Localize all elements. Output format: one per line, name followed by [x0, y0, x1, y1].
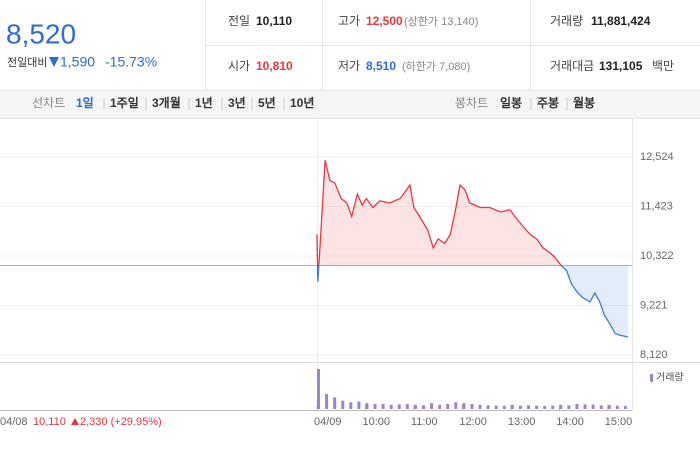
volume-bar — [365, 403, 369, 409]
volume-bar — [357, 401, 361, 409]
period-tab[interactable]: 1년 — [195, 96, 213, 110]
period-tab[interactable]: 10년 — [290, 96, 314, 110]
volume-bar — [470, 404, 474, 409]
prev-close: 10,110 — [33, 416, 66, 428]
legend-swatch — [650, 374, 653, 382]
volume-bar — [599, 405, 603, 409]
x-tick-label: 14:00 — [556, 416, 584, 428]
volume-bar — [422, 405, 425, 409]
volume-bar — [317, 369, 320, 409]
volume-bar — [446, 404, 450, 409]
volume-bar — [405, 404, 409, 409]
x-tick-label: 10:00 — [362, 416, 390, 428]
volume-bar — [543, 406, 547, 409]
volume-bar — [623, 406, 627, 409]
y-tick-label: 10,322 — [640, 250, 674, 262]
prev-date: 04/08 — [0, 416, 28, 428]
volume-bar — [502, 405, 506, 409]
y-tick-label: 9,221 — [640, 299, 668, 311]
volume-bar — [381, 404, 385, 409]
volume-bar — [478, 404, 482, 409]
x-tick-label: 15:00 — [605, 416, 633, 428]
change: 1,590 — [60, 54, 95, 70]
stat-value: 8,510 — [366, 59, 396, 73]
tab-bar — [0, 91, 700, 118]
y-tick-label: 11,423 — [640, 200, 673, 212]
stat-value: 12,500 — [366, 14, 403, 28]
stat-label: 전일 — [228, 14, 250, 28]
volume-bar — [615, 405, 619, 409]
period-tab[interactable]: 1일 — [76, 96, 94, 110]
volume-bar — [551, 405, 555, 409]
stat-value: 11,881,424 — [591, 14, 651, 28]
period-tab[interactable]: 5년 — [258, 96, 276, 110]
volume-bar — [494, 405, 498, 409]
stat-value: 10,810 — [256, 59, 293, 73]
stat-value: 10,110 — [256, 14, 292, 28]
legend-label: 거래량 — [656, 372, 684, 384]
volume-bar — [527, 405, 530, 409]
volume-bar — [567, 405, 571, 409]
current-price: 8,520 — [6, 18, 76, 49]
volume-bar — [397, 404, 401, 409]
volume-bar — [341, 400, 345, 409]
volume-bar — [575, 404, 579, 409]
volume-bar — [591, 404, 595, 409]
stat-value: 131,105 — [599, 59, 643, 73]
volume-bar — [389, 404, 393, 409]
tab-label: 선차트 — [32, 96, 65, 110]
change-rate: -15.73% — [105, 54, 157, 70]
volume-bar — [510, 404, 514, 409]
price-line — [316, 160, 629, 338]
period-tab[interactable]: 1주일 — [110, 96, 139, 110]
volume-bar — [333, 397, 337, 409]
volume-bar — [438, 404, 442, 409]
volume-bar — [454, 402, 458, 409]
volume-bar — [559, 404, 563, 409]
candle-tab[interactable]: 월봉 — [573, 95, 595, 110]
volume-bar — [462, 403, 466, 409]
change-label: 전일대비 — [7, 55, 47, 69]
stat-label: 시가 — [228, 59, 250, 73]
volume-bar — [413, 404, 417, 409]
volume-bar — [518, 405, 522, 409]
volume-bar — [325, 394, 329, 409]
up-arrow — [71, 418, 79, 425]
candle-tab[interactable]: 주봉 — [537, 96, 559, 110]
volume-bar — [535, 405, 539, 409]
candle-tab[interactable]: 일봉 — [500, 96, 522, 110]
stat-label: 거래대금 — [550, 59, 594, 73]
x-tick-label: 11:00 — [411, 416, 438, 428]
price-area — [317, 160, 628, 337]
period-tab[interactable]: 3년 — [228, 96, 246, 110]
period-tab[interactable]: 3개월 — [152, 95, 181, 110]
stat-label: 저가 — [338, 59, 360, 73]
down-arrow — [49, 57, 59, 67]
volume-bar — [607, 405, 611, 409]
volume-bar — [486, 405, 490, 409]
y-tick-label: 8,120 — [640, 349, 668, 361]
volume-bar — [349, 402, 353, 409]
volume-bar — [583, 404, 587, 409]
stat-label: 고가 — [338, 14, 360, 28]
volume-bar — [430, 403, 434, 409]
stat-label: 거래량 — [550, 14, 583, 28]
volume-bar — [373, 404, 377, 409]
prev-change: 2,330 (+29.95%) — [80, 416, 162, 428]
x-tick-label: 04/09 — [314, 416, 342, 428]
x-tick-label: 13:00 — [508, 416, 536, 428]
stat-note: (하한가 7,080) — [402, 59, 470, 73]
y-tick-label: 12,524 — [640, 151, 674, 163]
stat-unit: 백만 — [652, 59, 674, 73]
x-tick-label: 12:00 — [459, 416, 487, 428]
tab-label: 봉차트 — [455, 96, 488, 110]
stat-note: (상한가 13,140) — [404, 15, 478, 28]
